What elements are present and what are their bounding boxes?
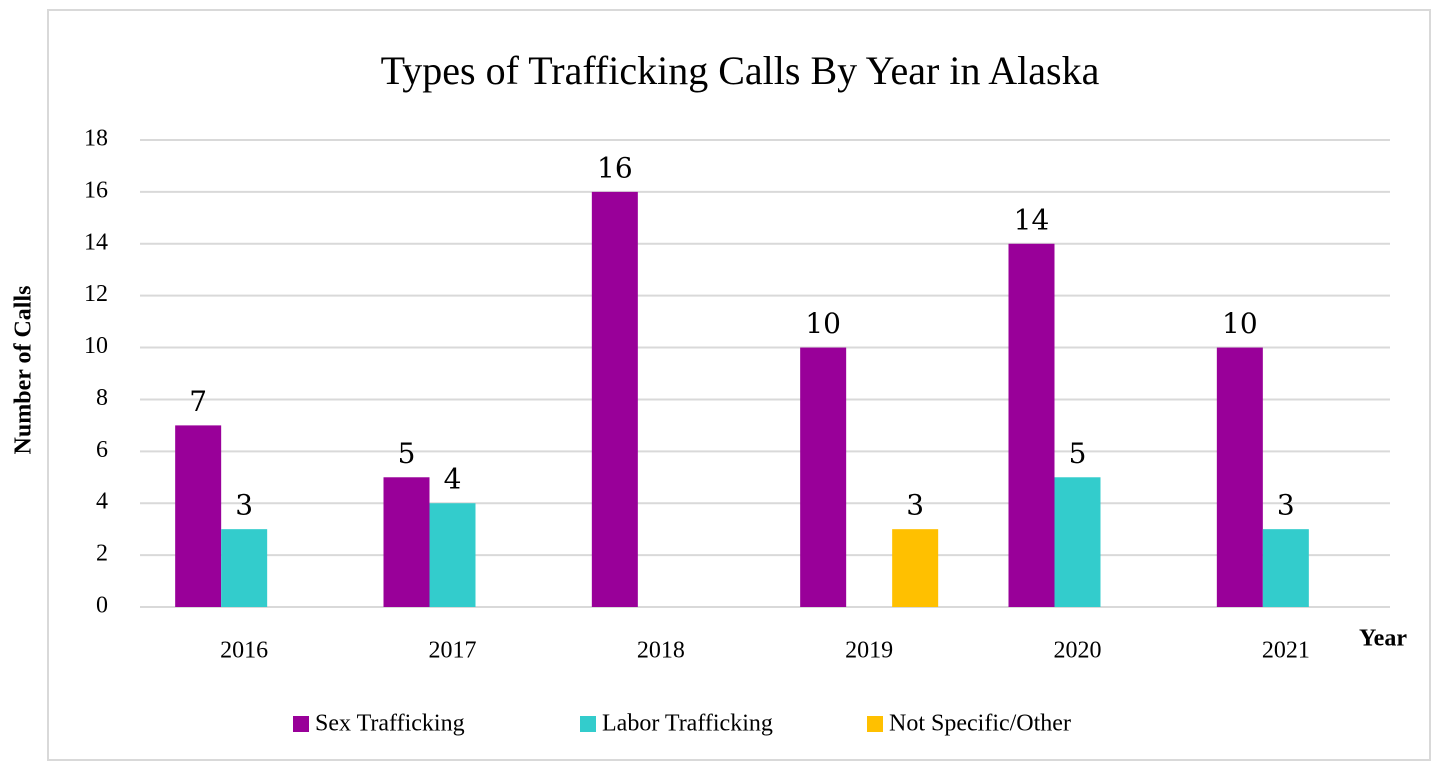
legend-label: Not Specific/Other — [889, 711, 1071, 737]
legend-label: Labor Trafficking — [602, 711, 773, 737]
bar — [383, 477, 430, 607]
bar — [1008, 243, 1055, 607]
y-tick-label: 14 — [84, 229, 108, 255]
data-label: 3 — [235, 489, 253, 522]
x-tick-label: 2016 — [220, 638, 268, 664]
bar — [429, 503, 476, 607]
data-label: 14 — [1014, 203, 1050, 236]
legend-swatch — [293, 716, 309, 732]
y-tick-label: 16 — [84, 177, 108, 203]
data-label: 5 — [1069, 437, 1087, 470]
x-tick-label: 2017 — [429, 638, 477, 664]
bar — [1262, 529, 1309, 607]
y-tick-label: 6 — [96, 437, 108, 463]
y-tick-label: 10 — [84, 333, 108, 359]
data-label: 5 — [398, 437, 416, 470]
legend-swatch — [580, 716, 596, 732]
x-tick-label: 2021 — [1262, 638, 1310, 664]
legend-label: Sex Trafficking — [315, 711, 465, 737]
x-tick-label: 2019 — [845, 638, 893, 664]
y-tick-label: 12 — [84, 281, 108, 307]
bar — [175, 425, 222, 607]
bar — [221, 529, 268, 607]
y-tick-label: 8 — [96, 385, 108, 411]
y-tick-label: 4 — [96, 489, 108, 515]
data-label: 10 — [1222, 307, 1258, 340]
bar — [800, 347, 847, 607]
bar — [892, 529, 939, 607]
data-label: 3 — [906, 489, 924, 522]
x-tick-label: 2020 — [1054, 638, 1102, 664]
data-label: 3 — [1277, 489, 1295, 522]
y-axis-label: Number of Calls — [11, 286, 37, 455]
data-label: 16 — [597, 151, 633, 184]
data-label: 4 — [444, 463, 462, 496]
y-tick-label: 2 — [96, 541, 108, 567]
x-tick-label: 2018 — [637, 638, 685, 664]
y-tick-label: 0 — [96, 593, 108, 619]
x-axis-label: Year — [1359, 626, 1407, 652]
data-label: 7 — [189, 385, 207, 418]
bar — [591, 191, 638, 607]
bar — [1054, 477, 1101, 607]
legend-swatch — [867, 716, 883, 732]
bar — [1216, 347, 1263, 607]
y-tick-label: 18 — [84, 126, 108, 152]
data-label: 10 — [805, 307, 841, 340]
chart-frame — [47, 9, 1431, 761]
chart-title: Types of Trafficking Calls By Year in Al… — [381, 48, 1100, 93]
